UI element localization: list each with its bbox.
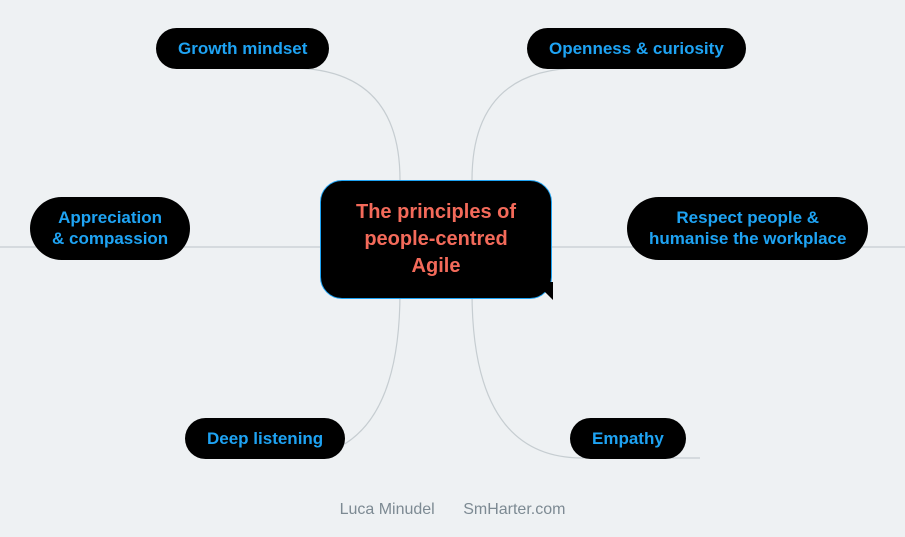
node-deep: Deep listening bbox=[185, 418, 345, 459]
node-respect: Respect people & humanise the workplace bbox=[627, 197, 868, 260]
footer: Luca Minudel SmHarter.com bbox=[0, 501, 905, 519]
footer-author: Luca Minudel bbox=[340, 501, 435, 518]
node-empathy: Empathy bbox=[570, 418, 686, 459]
edge-openness bbox=[472, 68, 725, 180]
node-openness: Openness & curiosity bbox=[527, 28, 746, 69]
edge-growth bbox=[180, 68, 400, 180]
footer-site: SmHarter.com bbox=[463, 501, 565, 518]
node-growth: Growth mindset bbox=[156, 28, 329, 69]
node-apprec: Appreciation & compassion bbox=[30, 197, 190, 260]
center-node: The principles of people-centred Agile bbox=[320, 180, 552, 299]
